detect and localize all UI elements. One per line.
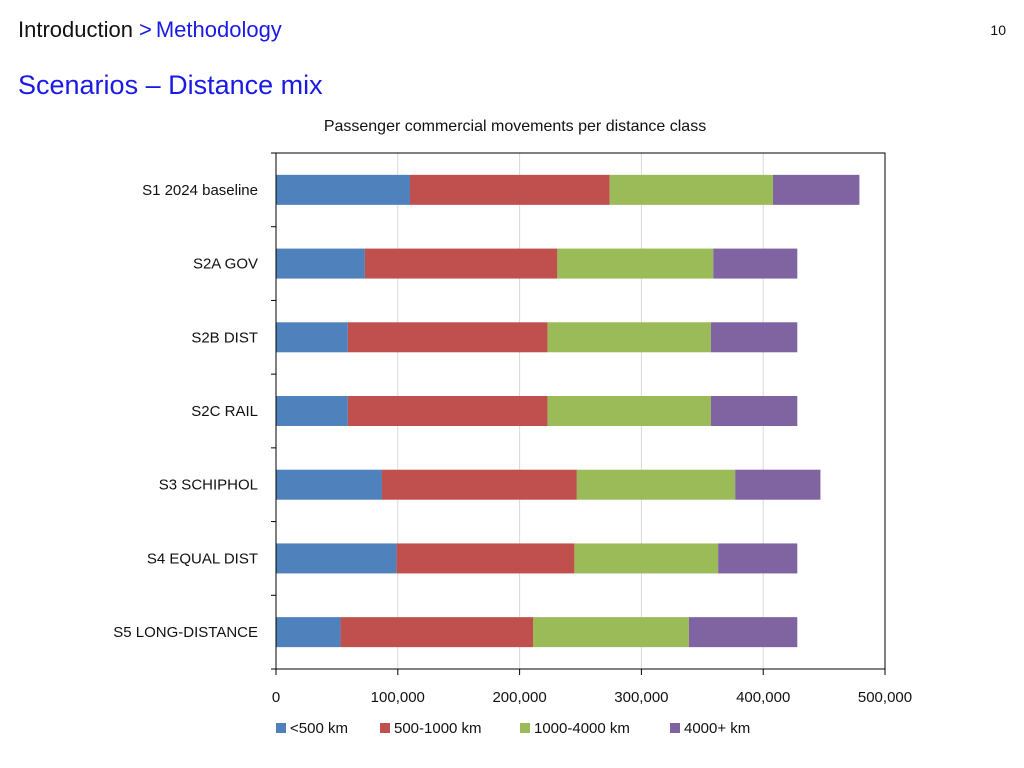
- breadcrumb-root[interactable]: Introduction: [18, 17, 133, 42]
- bar-segment: [574, 543, 719, 574]
- bar-segment: [547, 396, 711, 426]
- bar-segment: [772, 174, 860, 205]
- legend-swatch: [380, 723, 390, 733]
- legend-label: 1000-4000 km: [534, 720, 630, 737]
- x-tick-label: 500,000: [858, 689, 912, 706]
- bar-segment: [409, 174, 610, 205]
- bar-segment: [609, 174, 773, 205]
- x-tick-label: 0: [272, 689, 280, 706]
- legend-label: 4000+ km: [684, 720, 750, 737]
- bar-segment: [710, 396, 798, 426]
- bars: [276, 174, 860, 648]
- bar-segment: [735, 469, 821, 500]
- bar-segment: [276, 174, 410, 205]
- bar-segment: [276, 396, 348, 426]
- category-label: S3 SCHIPHOL: [159, 477, 258, 494]
- bar-segment: [710, 322, 798, 353]
- category-label: S2A GOV: [193, 256, 258, 273]
- bar-segment: [576, 469, 736, 500]
- legend: <500 km 500-1000 km 1000-4000 km 4000+ km: [276, 720, 750, 737]
- breadcrumb: Introduction > Methodology: [18, 16, 282, 44]
- bar-segment: [532, 617, 689, 648]
- x-tick-label: 300,000: [614, 689, 668, 706]
- x-tick-label: 200,000: [492, 689, 546, 706]
- category-labels: S1 2024 baseline S2A GOV S2B DIST S2C RAIL S…: [113, 182, 258, 641]
- bar-segment: [276, 543, 397, 574]
- bar-segment: [276, 469, 382, 500]
- category-label: S4 EQUAL DIST: [147, 550, 258, 567]
- x-tick-labels: 0 100,000 200,000 300,000 400,000 500,000: [272, 689, 912, 706]
- bar-segment: [718, 543, 798, 574]
- bar-segment: [347, 322, 548, 353]
- slide-title: Scenarios – Distance mix: [18, 70, 323, 100]
- bar-segment: [396, 543, 575, 574]
- bar-segment: [713, 248, 798, 279]
- page-number: 10: [990, 22, 1006, 38]
- breadcrumb-current[interactable]: Methodology: [155, 17, 282, 42]
- bar-segment: [347, 396, 548, 426]
- category-label: S2C RAIL: [191, 403, 258, 420]
- legend-label: <500 km: [290, 720, 348, 737]
- bar-segment: [557, 248, 714, 279]
- category-label: S2B DIST: [191, 329, 258, 346]
- axis-ticks: [271, 152, 886, 675]
- bar-segment: [340, 617, 533, 648]
- x-tick-label: 100,000: [371, 689, 425, 706]
- bar-segment: [547, 322, 711, 353]
- category-label: S5 LONG-DISTANCE: [113, 624, 258, 641]
- chart-title: Passenger commercial movements per dista…: [324, 118, 706, 135]
- plot-area-frame: [275, 152, 886, 670]
- legend-swatch: [276, 723, 286, 733]
- breadcrumb-separator: >: [138, 17, 152, 42]
- category-label: S1 2024 baseline: [142, 182, 258, 199]
- legend-label: 500-1000 km: [394, 720, 482, 737]
- bar-segment: [276, 322, 348, 353]
- bar-segment: [688, 617, 798, 648]
- bar-segment: [276, 248, 365, 279]
- legend-swatch: [520, 723, 530, 733]
- legend-swatch: [670, 723, 680, 733]
- bar-segment: [381, 469, 577, 500]
- x-tick-label: 400,000: [736, 689, 790, 706]
- bar-segment: [276, 617, 341, 648]
- bar-segment: [364, 248, 558, 279]
